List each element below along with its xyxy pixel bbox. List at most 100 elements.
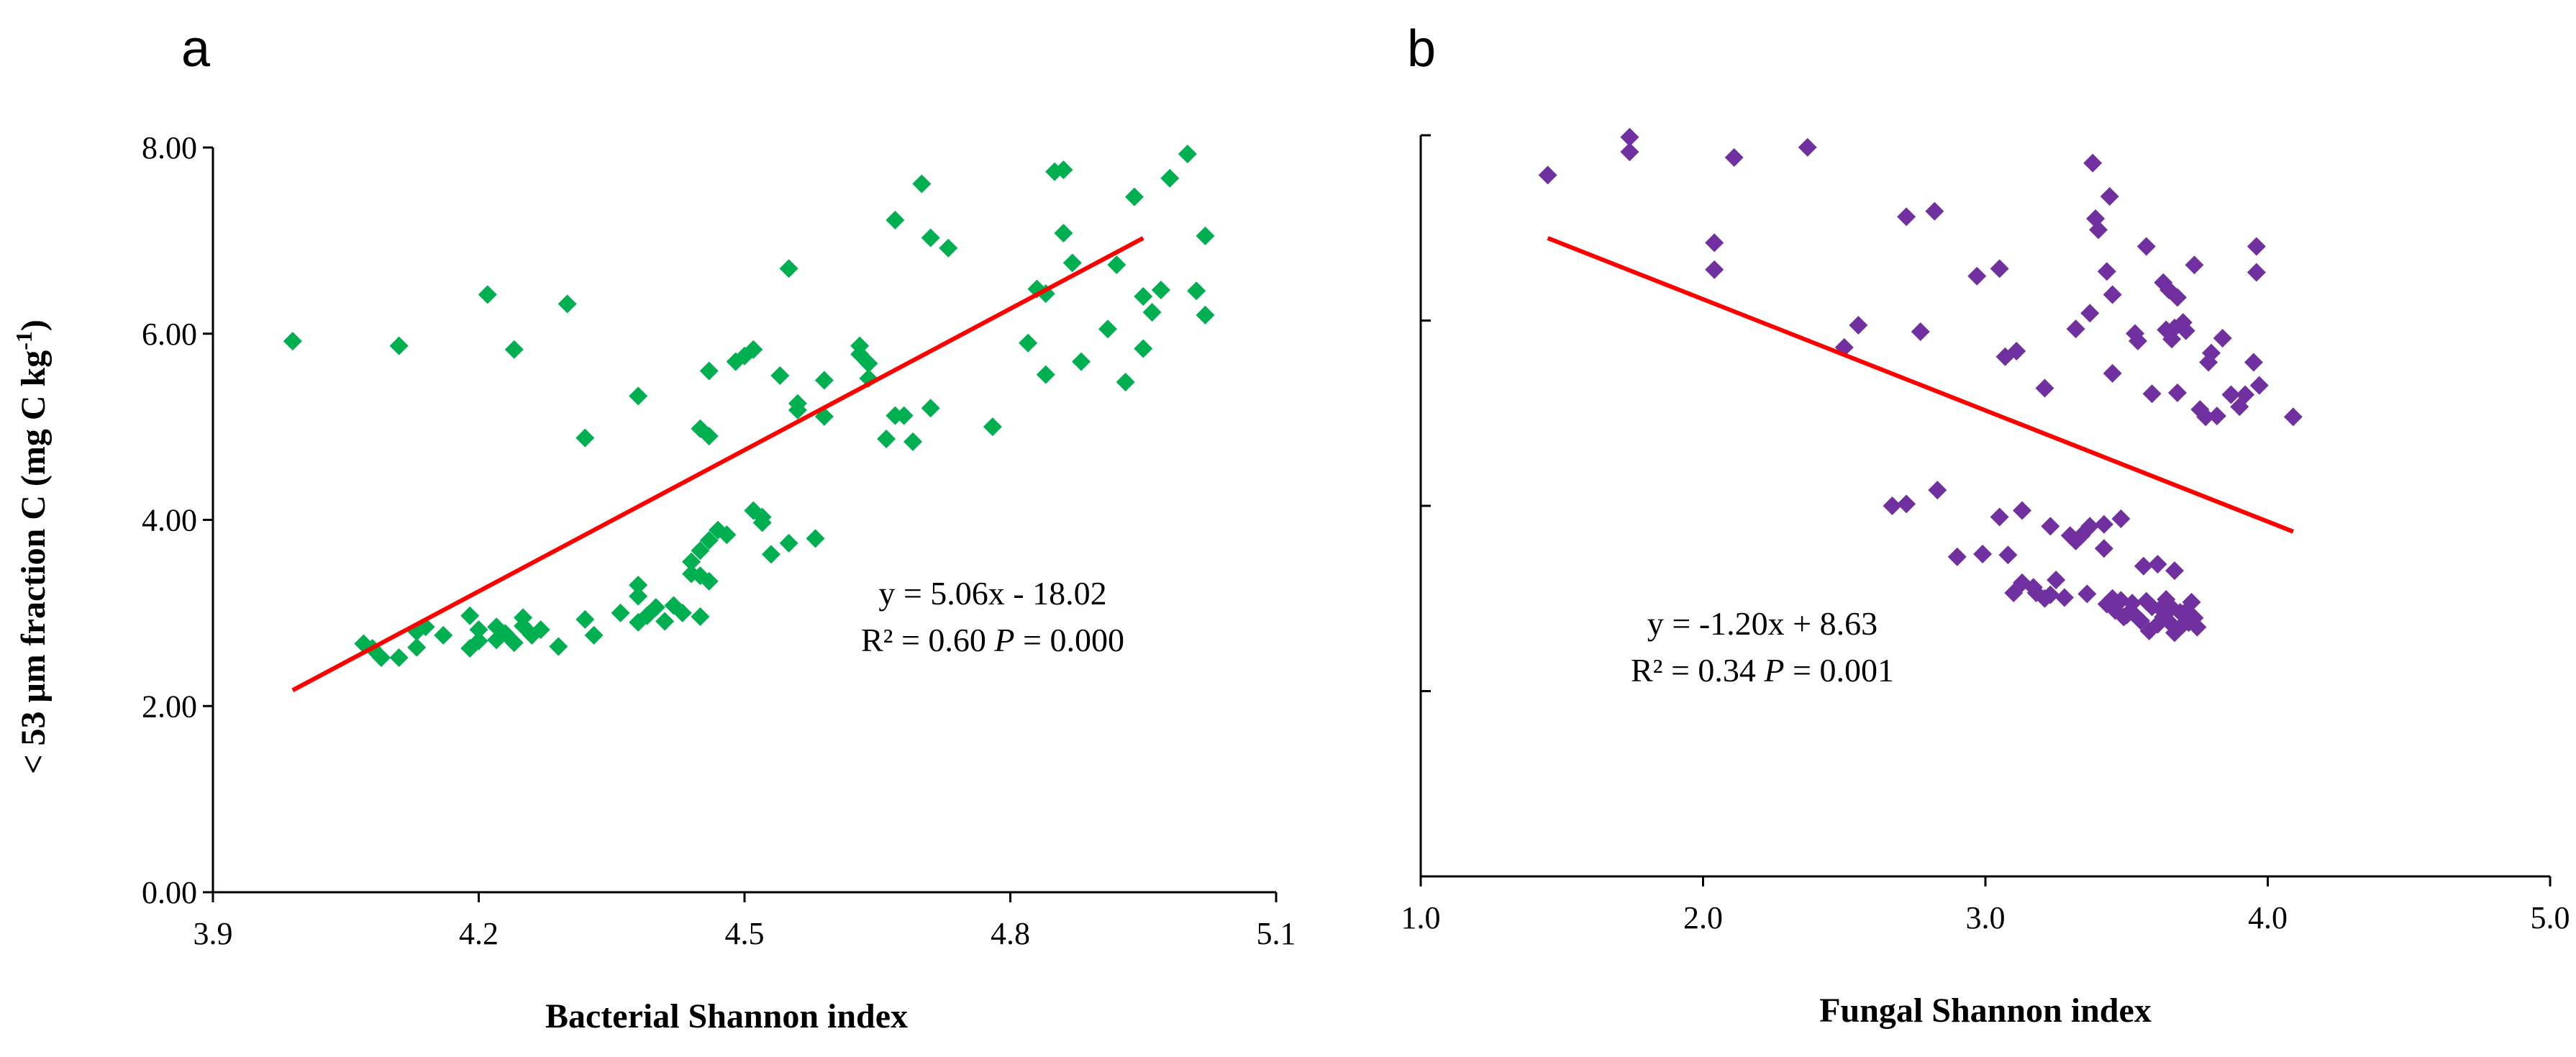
data-point bbox=[921, 399, 940, 418]
data-point bbox=[2207, 407, 2226, 426]
panel-a-y-ticks: 0.00 2.00 4.00 6.00 8.00 bbox=[142, 130, 213, 910]
data-point bbox=[744, 340, 763, 359]
data-point bbox=[1196, 226, 1215, 245]
y-tick-label: 8.00 bbox=[142, 130, 197, 165]
panel-b-x-ticks: 1.0 2.0 3.0 4.0 5.0 bbox=[1401, 876, 2570, 935]
panel-b-trendline bbox=[1547, 236, 2294, 534]
data-point bbox=[2047, 571, 2066, 589]
data-point bbox=[1124, 187, 1144, 207]
x-tick-label: 5.1 bbox=[1257, 916, 1296, 951]
data-point bbox=[717, 525, 737, 545]
data-point bbox=[460, 606, 480, 625]
data-point bbox=[469, 620, 488, 640]
y-tick-label: 6.00 bbox=[142, 317, 197, 352]
data-point bbox=[1116, 373, 1135, 392]
data-point bbox=[2041, 585, 2060, 604]
data-point bbox=[2188, 617, 2207, 637]
data-point bbox=[983, 417, 1002, 437]
data-point bbox=[469, 631, 488, 650]
data-point bbox=[1883, 496, 1902, 515]
x-tick-label: 4.2 bbox=[459, 916, 499, 951]
data-point bbox=[2167, 383, 2187, 402]
data-point bbox=[2097, 262, 2116, 281]
data-point bbox=[1036, 365, 1055, 384]
x-tick-label: 3.9 bbox=[194, 916, 233, 951]
data-point bbox=[779, 533, 798, 553]
panel-b-r2-value: R² = 0.34 bbox=[1631, 652, 1764, 689]
panel-a-r2: R² = 0.60 P = 0.000 bbox=[861, 622, 1124, 658]
data-point bbox=[629, 386, 648, 406]
data-point bbox=[2148, 555, 2167, 574]
data-point bbox=[504, 340, 524, 359]
data-point bbox=[788, 400, 807, 419]
data-point bbox=[2213, 328, 2232, 348]
x-tick-label: 1.0 bbox=[1401, 900, 1441, 935]
data-point bbox=[699, 361, 719, 381]
data-point bbox=[1134, 287, 1153, 306]
data-point bbox=[2247, 263, 2266, 282]
data-point bbox=[629, 586, 648, 606]
data-point bbox=[673, 603, 692, 622]
data-point bbox=[894, 406, 914, 425]
data-point bbox=[752, 513, 772, 532]
data-point bbox=[434, 625, 453, 645]
panel-b-letter: b bbox=[1407, 20, 1436, 78]
y-title-close: ) bbox=[14, 319, 53, 331]
x-tick-label: 2.0 bbox=[1683, 900, 1723, 935]
data-point bbox=[699, 530, 719, 550]
data-point bbox=[877, 429, 896, 448]
data-point bbox=[1178, 145, 1197, 164]
data-point bbox=[1990, 507, 2009, 527]
data-point bbox=[1990, 259, 2009, 278]
data-point bbox=[699, 427, 719, 446]
data-point bbox=[407, 638, 427, 657]
panel-b-p-label: P bbox=[1763, 652, 1784, 689]
data-point bbox=[2244, 353, 2263, 372]
data-point bbox=[514, 608, 533, 627]
data-point bbox=[779, 259, 798, 278]
data-point bbox=[1925, 201, 1944, 221]
data-point bbox=[629, 576, 648, 595]
data-point bbox=[2103, 363, 2122, 383]
data-point bbox=[611, 603, 630, 622]
data-point bbox=[504, 633, 524, 653]
data-point bbox=[691, 541, 710, 561]
data-point bbox=[691, 607, 710, 627]
data-point bbox=[1897, 207, 1916, 227]
panel-a-points bbox=[283, 145, 1215, 667]
data-point bbox=[646, 598, 665, 617]
data-point bbox=[2066, 319, 2085, 339]
x-tick-label: 5.0 bbox=[2531, 900, 2570, 935]
data-point bbox=[2249, 376, 2269, 395]
x-tick-label: 4.0 bbox=[2248, 900, 2288, 935]
data-point bbox=[1724, 148, 1744, 167]
data-point bbox=[1196, 305, 1215, 325]
data-point bbox=[1054, 160, 1073, 180]
data-point bbox=[1620, 142, 1639, 162]
x-tick-label: 4.5 bbox=[725, 916, 765, 951]
y-tick-label: 0.00 bbox=[142, 875, 197, 910]
data-point bbox=[2100, 186, 2119, 206]
data-point bbox=[2054, 588, 2074, 607]
data-point bbox=[1107, 255, 1127, 275]
data-point bbox=[2247, 237, 2266, 256]
data-point bbox=[2013, 501, 2032, 520]
data-point bbox=[354, 634, 373, 653]
data-point bbox=[2196, 407, 2216, 427]
data-point bbox=[1798, 137, 1817, 157]
data-point bbox=[2202, 343, 2221, 363]
data-point bbox=[2236, 385, 2255, 404]
data-point bbox=[2221, 385, 2241, 404]
data-point bbox=[1019, 333, 1038, 353]
data-point bbox=[2094, 514, 2113, 534]
data-point bbox=[814, 371, 834, 390]
data-point bbox=[912, 174, 932, 194]
panel-a-r2-value: R² = 0.60 bbox=[861, 622, 994, 658]
data-point bbox=[389, 336, 409, 355]
panel-a-trendline bbox=[291, 236, 1144, 692]
panel-b: b 1.0 2.0 3.0 4.0 5.0 y = -1.20x + 8.63 R² =… bbox=[1401, 20, 2570, 1030]
data-point bbox=[1973, 544, 1993, 563]
panel-a-equation: y = 5.06x - 18.02 bbox=[878, 575, 1106, 612]
data-point bbox=[1849, 315, 1868, 335]
data-point bbox=[682, 552, 701, 571]
